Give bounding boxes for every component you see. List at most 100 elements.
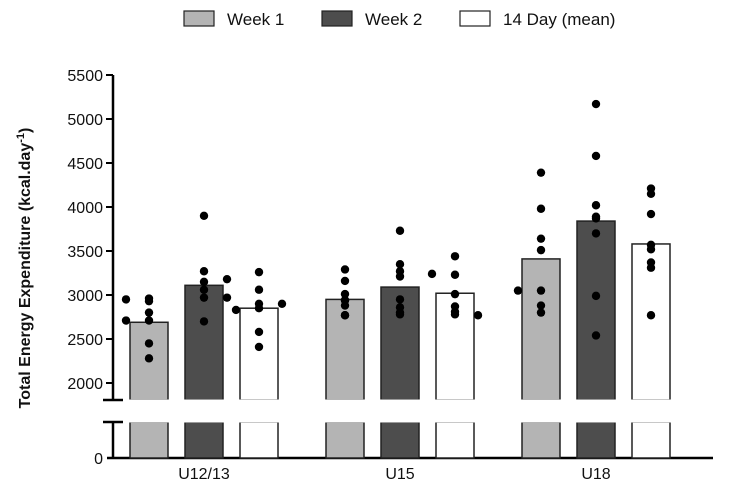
legend-label: 14 Day (mean) (503, 10, 615, 29)
data-point (450, 270, 460, 279)
bar-upper (576, 220, 616, 401)
data-point (591, 291, 601, 301)
data-point (395, 260, 405, 269)
data-point (222, 293, 232, 302)
bar-lower (521, 421, 561, 459)
bar-lower (631, 421, 671, 459)
bar-lower (325, 421, 365, 459)
data-point (536, 308, 546, 317)
data-point (536, 245, 546, 255)
bar-break-gap (380, 399, 420, 423)
data-point (591, 201, 601, 210)
data-point (536, 204, 546, 213)
y-tick-label: 2000 (67, 376, 103, 393)
y-axis-label: Total Energy Expenditure (kcal.day-1) (15, 128, 34, 409)
data-point (222, 274, 232, 284)
bar-break-gap (184, 399, 224, 423)
data-point (591, 214, 601, 223)
data-point (144, 308, 154, 317)
y-tick-label: 4000 (67, 200, 103, 217)
data-points (121, 99, 656, 363)
data-point (536, 234, 546, 243)
y-tick-label: 3500 (67, 244, 103, 261)
data-point (395, 308, 405, 317)
data-point (340, 276, 350, 286)
data-point (199, 277, 209, 286)
data-point (395, 226, 405, 235)
data-point (395, 295, 405, 304)
bar-lower (184, 421, 224, 459)
data-point (254, 304, 264, 313)
data-point (513, 286, 523, 295)
data-point (646, 263, 656, 272)
bars (129, 220, 671, 459)
legend-swatch (183, 10, 215, 27)
x-tick-labels: U12/13 U15 U18 (178, 466, 611, 483)
y-tick-label: 3000 (67, 288, 103, 305)
data-point (646, 189, 656, 198)
data-point (340, 311, 350, 320)
data-point (473, 311, 483, 320)
data-point (254, 342, 264, 352)
x-tick-label: U12/13 (178, 466, 230, 483)
data-point (450, 310, 460, 319)
data-point (121, 295, 131, 304)
y-tick-label: 5500 (67, 68, 103, 85)
data-point (254, 327, 264, 337)
data-point (144, 296, 154, 306)
data-point (199, 293, 209, 302)
data-point (199, 285, 209, 294)
bar-break-gap (521, 399, 561, 423)
data-point (450, 289, 460, 299)
data-point (591, 229, 601, 238)
y-tick-label: 4500 (67, 156, 103, 173)
bar-lower (129, 421, 169, 459)
bar-break-gap (631, 399, 671, 423)
data-point (340, 289, 350, 299)
data-point (254, 267, 264, 277)
data-point (646, 209, 656, 219)
legend-label: Week 2 (365, 10, 422, 29)
data-point (646, 311, 656, 320)
data-point (340, 265, 350, 274)
data-point (450, 252, 460, 261)
x-tick-label: U15 (385, 466, 414, 483)
bar-break-gap (435, 399, 475, 423)
data-point (199, 211, 209, 220)
y-tick-label-zero: 0 (94, 451, 103, 468)
legend-swatch (321, 10, 353, 27)
data-point (254, 285, 264, 294)
bar-lower (435, 421, 475, 459)
bar-upper (521, 258, 561, 401)
data-point (144, 354, 154, 363)
y-tick-label: 2500 (67, 332, 103, 349)
data-point (340, 301, 350, 310)
data-point (646, 245, 656, 254)
bar-lower (380, 421, 420, 459)
bar-upper (239, 307, 279, 401)
data-point (199, 267, 209, 276)
data-point (536, 286, 546, 295)
data-point (121, 316, 131, 325)
bar-break-gap (576, 399, 616, 423)
bar-lower (576, 421, 616, 459)
data-point (144, 316, 154, 325)
data-point (427, 269, 437, 279)
bar-upper (184, 284, 224, 401)
data-point (536, 301, 546, 310)
data-point (536, 168, 546, 177)
data-point (199, 317, 209, 326)
bar-break-gap (239, 399, 279, 423)
bar-break-gap (325, 399, 365, 423)
bar-break-gap (129, 399, 169, 423)
data-point (591, 151, 601, 161)
data-point (277, 299, 287, 308)
data-point (144, 339, 154, 348)
bar-lower (239, 421, 279, 459)
data-point (395, 272, 405, 281)
legend: Week 1 Week 2 14 Day (mean) (183, 10, 615, 29)
data-point (591, 331, 601, 340)
legend-swatch (459, 10, 491, 27)
legend-label: Week 1 (227, 10, 284, 29)
